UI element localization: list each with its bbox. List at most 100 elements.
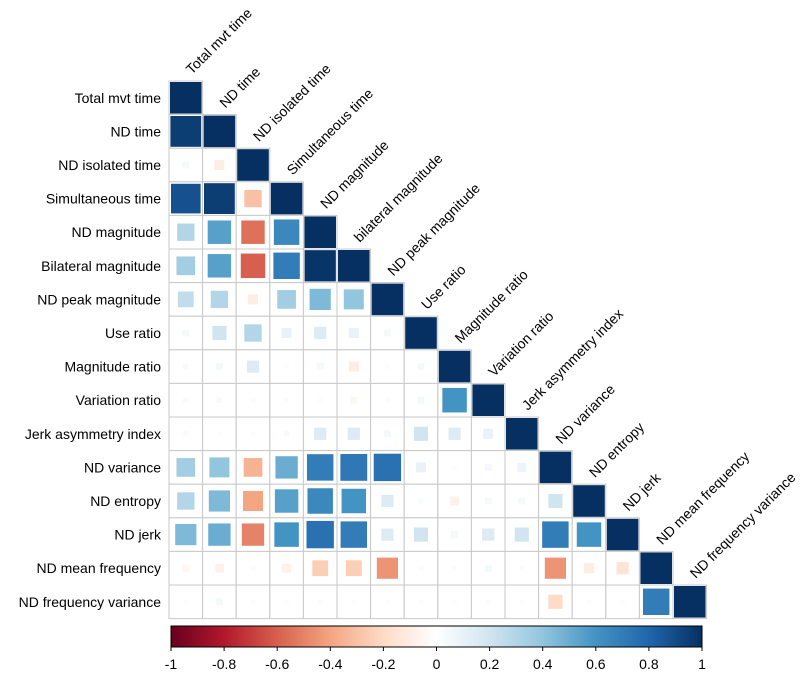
correlation-square xyxy=(182,161,190,169)
column-label: ND entropy xyxy=(586,419,647,480)
correlation-square xyxy=(317,397,323,403)
correlation-square xyxy=(170,116,202,147)
column-label: Variation ratio xyxy=(485,308,557,380)
correlation-square xyxy=(212,325,227,341)
row-label: ND mean frequency xyxy=(36,560,161,576)
correlation-square xyxy=(373,453,402,482)
matrix-cell xyxy=(470,584,506,620)
colorbar-tick-label: -0.2 xyxy=(371,656,395,672)
row-label: Bilateral magnitude xyxy=(41,258,161,274)
correlation-square xyxy=(376,557,398,579)
correlation-square xyxy=(472,384,504,416)
correlation-square xyxy=(442,387,467,413)
matrix-cell xyxy=(504,450,540,485)
colorbar-tick-label: 1 xyxy=(698,656,706,672)
correlation-square xyxy=(281,328,292,338)
correlation-square xyxy=(182,329,190,337)
correlation-square xyxy=(312,560,329,577)
row-label: Magnitude ratio xyxy=(64,359,161,375)
correlation-square xyxy=(517,462,527,472)
correlation-square xyxy=(250,599,256,605)
correlation-square xyxy=(246,360,260,373)
correlation-square xyxy=(204,183,235,214)
correlation-square xyxy=(341,488,367,514)
correlation-square xyxy=(175,524,197,546)
correlation-square xyxy=(484,463,492,471)
correlation-square xyxy=(207,220,232,244)
correlation-square xyxy=(576,522,602,547)
correlation-square xyxy=(586,599,592,605)
correlation-square xyxy=(620,599,625,605)
correlation-square xyxy=(240,253,266,279)
correlation-square xyxy=(270,182,303,215)
correlation-square xyxy=(273,219,300,245)
correlation-square xyxy=(306,520,334,549)
row-label: Simultaneous time xyxy=(46,191,161,207)
colorbar-gradient xyxy=(170,625,703,648)
correlation-square xyxy=(418,599,424,605)
colorbar-tick-label: 0.6 xyxy=(586,656,606,672)
colorbar-tick-label: -0.8 xyxy=(212,656,236,672)
correlation-square xyxy=(640,552,672,584)
correlation-square xyxy=(314,326,327,340)
correlation-square xyxy=(385,599,390,605)
colorbar-tick-label: 0.4 xyxy=(533,656,553,672)
correlation-square xyxy=(217,431,222,437)
correlation-square xyxy=(451,531,459,539)
correlation-square xyxy=(203,115,236,148)
correlation-square xyxy=(483,428,494,439)
correlation-square xyxy=(383,329,391,337)
correlation-square xyxy=(340,521,368,548)
correlation-square xyxy=(177,492,195,510)
row-label: ND time xyxy=(110,123,161,139)
row-labels: Total mvt time ND time ND isolated time Sim… xyxy=(19,90,162,610)
correlation-square xyxy=(274,522,299,547)
row-label: ND jerk xyxy=(114,527,162,543)
column-label: Total mvt time xyxy=(183,5,256,78)
correlation-square xyxy=(304,216,336,248)
correlation-square xyxy=(482,528,495,541)
correlation-square xyxy=(316,363,324,371)
row-label: ND magnitude xyxy=(72,224,162,240)
row-label: Use ratio xyxy=(105,325,161,341)
correlation-marks xyxy=(170,82,706,618)
correlation-square xyxy=(250,397,256,403)
correlation-square xyxy=(573,485,605,517)
correlation-square xyxy=(275,456,298,479)
correlation-square xyxy=(417,396,425,404)
correlation-square xyxy=(484,497,492,505)
correlation-square xyxy=(385,364,390,369)
correlation-square xyxy=(183,431,189,437)
correlation-square xyxy=(413,527,429,542)
correlation-square xyxy=(244,324,262,342)
correlation-square xyxy=(348,361,359,372)
row-label: Total mvt time xyxy=(75,90,162,106)
correlation-square xyxy=(170,82,202,114)
correlation-square xyxy=(248,294,258,305)
correlation-square xyxy=(284,397,289,403)
correlation-square xyxy=(584,563,594,574)
correlation-square xyxy=(283,431,290,437)
correlation-square xyxy=(277,290,296,309)
correlation-square xyxy=(448,427,461,440)
correlation-square xyxy=(418,565,424,571)
correlation-square xyxy=(183,397,189,403)
column-label: Use ratio xyxy=(418,261,469,312)
correlation-square xyxy=(548,493,563,509)
correlation-square xyxy=(347,427,360,440)
correlation-square xyxy=(343,289,364,310)
correlation-square xyxy=(250,565,256,571)
column-label: ND magnitude xyxy=(317,137,392,212)
correlation-square xyxy=(284,599,289,605)
correlation-square xyxy=(405,317,437,349)
correlation-square xyxy=(237,149,269,181)
correlation-square xyxy=(381,528,394,541)
correlation-square xyxy=(274,489,299,513)
correlation-square xyxy=(485,599,491,605)
correlation-square xyxy=(304,250,336,282)
row-label: ND isolated time xyxy=(58,157,161,173)
matrix-cell xyxy=(168,282,204,317)
correlation-square xyxy=(519,565,525,571)
correlation-square xyxy=(519,599,525,605)
